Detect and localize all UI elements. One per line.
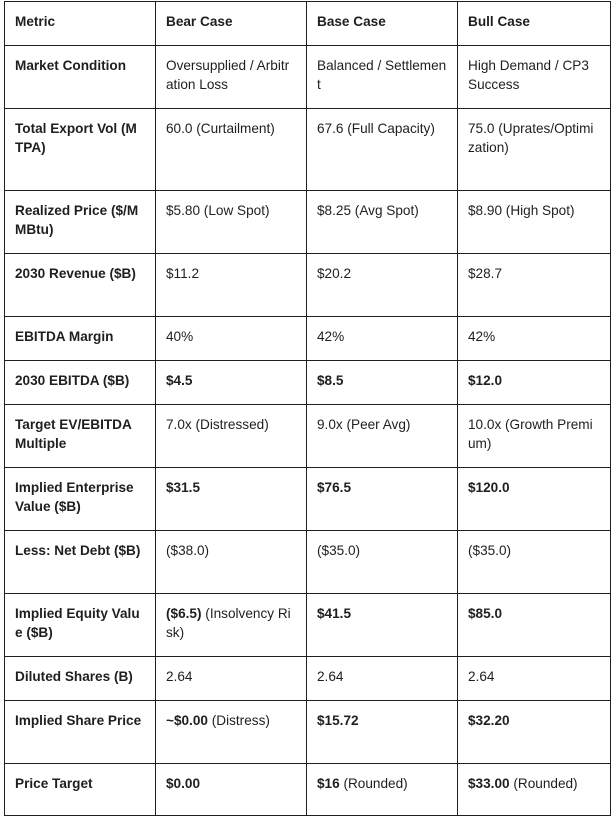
base-cell: $8.25 (Avg Spot) — [306, 190, 458, 254]
metric-cell: 2030 EBITDA ($B) — [4, 360, 156, 405]
table-row: 2030 Revenue ($B) $11.2 $20.2 $28.7 — [4, 253, 611, 317]
bear-cell: ($6.5) (Insolvency Risk) — [155, 593, 307, 657]
bull-cell: $85.0 — [457, 593, 611, 657]
table-row: Target EV/EBITDA Multiple 7.0x (Distress… — [4, 404, 611, 468]
bull-cell: High Demand / CP3 Success — [457, 45, 611, 109]
bull-cell: 2.64 — [457, 656, 611, 701]
header-metric: Metric — [4, 1, 156, 46]
bear-value: ($6.5) — [166, 606, 202, 621]
base-cell: 67.6 (Full Capacity) — [306, 108, 458, 191]
base-cell: $15.72 — [306, 700, 458, 764]
bull-value: $33.00 — [468, 776, 510, 791]
metric-cell: Diluted Shares (B) — [4, 656, 156, 701]
base-cell: $41.5 — [306, 593, 458, 657]
table-row: Implied Equity Value ($B) ($6.5) (Insolv… — [4, 593, 611, 657]
metric-cell: Price Target — [4, 763, 156, 816]
metric-cell: Target EV/EBITDA Multiple — [4, 404, 156, 468]
base-cell: Balanced / Settlement — [306, 45, 458, 109]
bull-cell: $33.00 (Rounded) — [457, 763, 611, 816]
metric-cell: Implied Share Price — [4, 700, 156, 764]
bear-cell: ~$0.00 (Distress) — [155, 700, 307, 764]
base-cell: $8.5 — [306, 360, 458, 405]
bear-cell: $11.2 — [155, 253, 307, 317]
bull-cell: $28.7 — [457, 253, 611, 317]
bear-cell: Oversupplied / Arbitration Loss — [155, 45, 307, 109]
metric-cell: Implied Enterprise Value ($B) — [4, 467, 156, 531]
metric-cell: Total Export Vol (MTPA) — [4, 108, 156, 191]
bear-cell: 60.0 (Curtailment) — [155, 108, 307, 191]
bull-cell: 10.0x (Growth Premium) — [457, 404, 611, 468]
bear-cell: 40% — [155, 316, 307, 361]
bull-cell: $120.0 — [457, 467, 611, 531]
metric-cell: Less: Net Debt ($B) — [4, 530, 156, 594]
table-row: Price Target $0.00 $16 (Rounded) $33.00 … — [4, 763, 611, 816]
header-bull-case: Bull Case — [457, 1, 611, 46]
table-row: Implied Enterprise Value ($B) $31.5 $76.… — [4, 467, 611, 531]
bull-cell: ($35.0) — [457, 530, 611, 594]
table-row: Less: Net Debt ($B) ($38.0) ($35.0) ($35… — [4, 530, 611, 594]
base-value: $16 — [317, 776, 340, 791]
bull-cell: $32.20 — [457, 700, 611, 764]
header-base-case: Base Case — [306, 1, 458, 46]
table-row: Total Export Vol (MTPA) 60.0 (Curtailmen… — [4, 108, 611, 191]
bull-note: (Rounded) — [509, 776, 578, 791]
table-row: 2030 EBITDA ($B) $4.5 $8.5 $12.0 — [4, 360, 611, 405]
scenario-valuation-table: Metric Bear Case Base Case Bull Case Mar… — [4, 1, 611, 816]
header-row: Metric Bear Case Base Case Bull Case — [4, 1, 611, 46]
base-cell: 42% — [306, 316, 458, 361]
bear-cell: $0.00 — [155, 763, 307, 816]
base-cell: 2.64 — [306, 656, 458, 701]
bull-cell: 42% — [457, 316, 611, 361]
table-row: Realized Price ($/MMBtu) $5.80 (Low Spot… — [4, 190, 611, 254]
metric-cell: EBITDA Margin — [4, 316, 156, 361]
table-row: Market Condition Oversupplied / Arbitrat… — [4, 45, 611, 109]
bear-value: ~$0.00 — [166, 713, 208, 728]
bear-cell: $5.80 (Low Spot) — [155, 190, 307, 254]
metric-cell: Realized Price ($/MMBtu) — [4, 190, 156, 254]
metric-cell: 2030 Revenue ($B) — [4, 253, 156, 317]
table-row: Implied Share Price ~$0.00 (Distress) $1… — [4, 700, 611, 764]
base-cell: $76.5 — [306, 467, 458, 531]
bear-note: (Distress) — [207, 713, 270, 728]
base-cell: 9.0x (Peer Avg) — [306, 404, 458, 468]
bear-note: (Insolvency Risk) — [166, 606, 291, 640]
bear-cell: 7.0x (Distressed) — [155, 404, 307, 468]
bull-cell: $12.0 — [457, 360, 611, 405]
base-cell: ($35.0) — [306, 530, 458, 594]
bull-cell: 75.0 (Uprates/Optimization) — [457, 108, 611, 191]
base-note: (Rounded) — [339, 776, 408, 791]
table-row: EBITDA Margin 40% 42% 42% — [4, 316, 611, 361]
bull-cell: $8.90 (High Spot) — [457, 190, 611, 254]
table-row: Diluted Shares (B) 2.64 2.64 2.64 — [4, 656, 611, 701]
bear-cell: 2.64 — [155, 656, 307, 701]
bear-cell: $4.5 — [155, 360, 307, 405]
base-cell: $16 (Rounded) — [306, 763, 458, 816]
metric-cell: Implied Equity Value ($B) — [4, 593, 156, 657]
metric-cell: Market Condition — [4, 45, 156, 109]
header-bear-case: Bear Case — [155, 1, 307, 46]
bear-cell: $31.5 — [155, 467, 307, 531]
base-cell: $20.2 — [306, 253, 458, 317]
bear-cell: ($38.0) — [155, 530, 307, 594]
